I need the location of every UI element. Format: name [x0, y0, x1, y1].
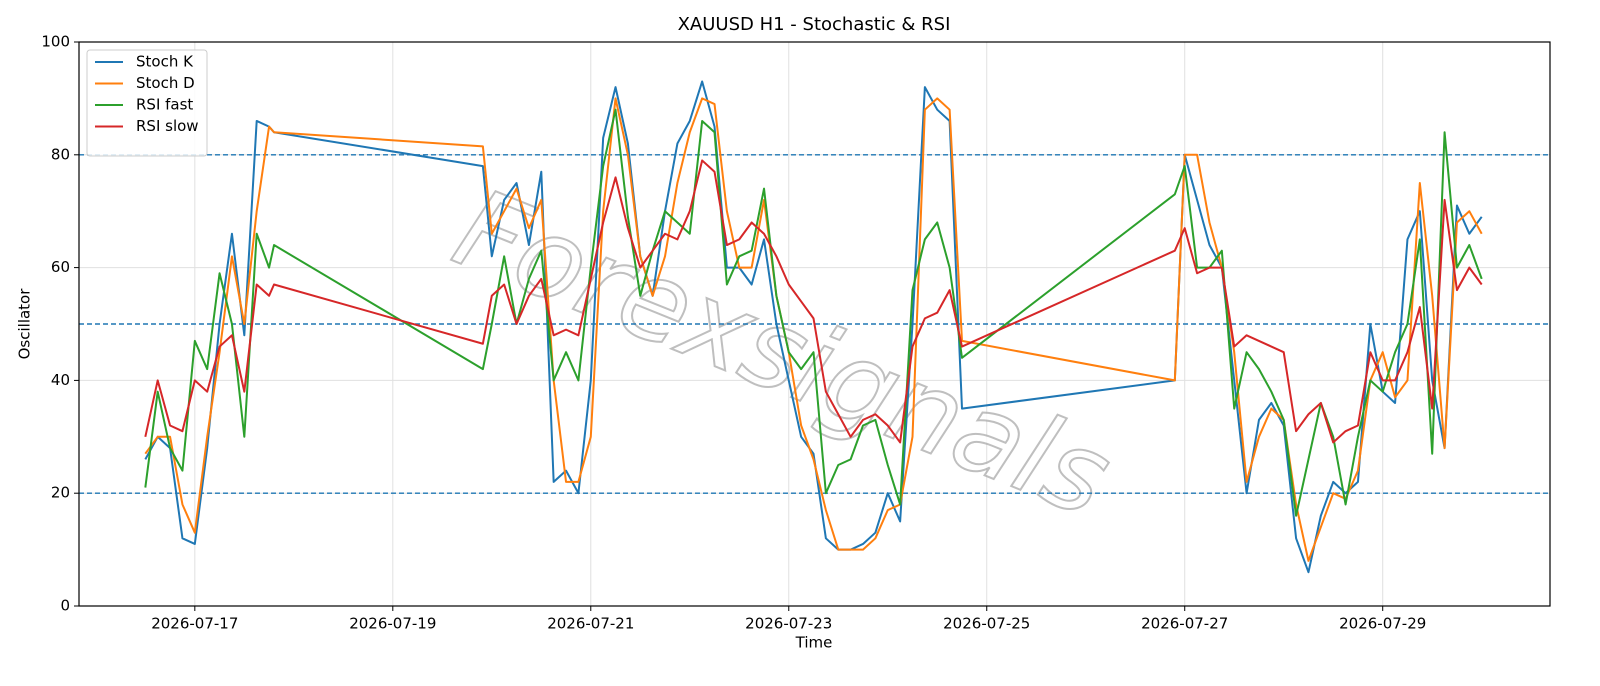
- y-tick-label: 80: [51, 145, 70, 163]
- legend-label: Stoch D: [136, 74, 195, 92]
- x-axis-label: Time: [795, 634, 833, 652]
- x-tick-label: 2026-07-27: [1141, 615, 1228, 633]
- y-tick-label: 60: [51, 258, 70, 276]
- y-tick-label: 40: [51, 371, 70, 389]
- x-tick-label: 2026-07-19: [349, 615, 436, 633]
- series-line: [144, 97, 1483, 562]
- y-axis-label: Oscillator: [16, 288, 34, 360]
- y-tick-label: 0: [60, 597, 70, 615]
- plot-frame: [78, 41, 1551, 607]
- y-tick-label: 100: [41, 33, 70, 51]
- y-tick-label: 20: [51, 484, 70, 502]
- x-tick-label: 2026-07-29: [1339, 615, 1426, 633]
- legend-label: Stoch K: [136, 53, 194, 71]
- legend-label: RSI slow: [136, 117, 199, 135]
- legend-box: [86, 49, 208, 157]
- x-tick-label: 2026-07-17: [151, 615, 238, 633]
- x-tick-label: 2026-07-23: [745, 615, 832, 633]
- x-tick-label: 2026-07-25: [943, 615, 1030, 633]
- series-line: [144, 159, 1483, 444]
- legend-label: RSI fast: [136, 96, 193, 114]
- x-tick-label: 2026-07-21: [547, 615, 634, 633]
- chart-title: XAUUSD H1 - Stochastic & RSI: [678, 14, 951, 35]
